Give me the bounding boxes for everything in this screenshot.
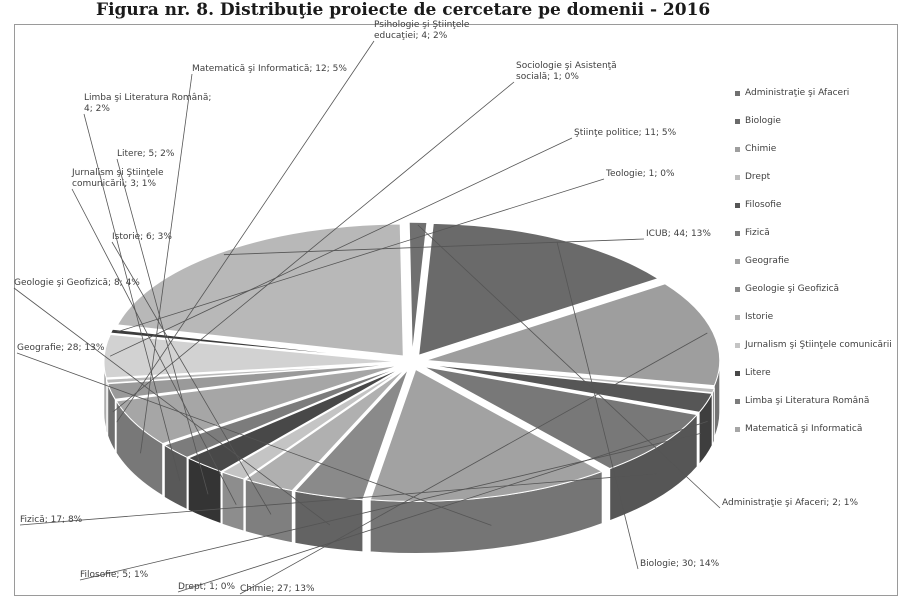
data-label-teologie: Teologie; 1; 0%: [605, 169, 675, 179]
pie-slice-fizica: [423, 366, 699, 470]
legend-swatch: [735, 399, 740, 404]
leader-line-drept: [177, 421, 708, 593]
legend-swatch: [735, 259, 740, 264]
leader-line-istorie: [111, 241, 272, 515]
legend-swatch: [735, 119, 740, 124]
pie-side-jurnalism-si-stiintele-comunicarii: [221, 471, 245, 532]
legend-item-filosofie: Filosofie: [735, 200, 903, 228]
legend-item-geologie-si-geofizica: Geologie şi Geofizică: [735, 284, 903, 312]
legend-label: Litere: [745, 368, 771, 378]
legend-label: Istorie: [745, 312, 774, 322]
data-label-filosofie: Filosofie; 5; 1%: [80, 570, 149, 580]
leader-line-filosofie: [79, 433, 701, 581]
leader-line-fizica: [19, 473, 657, 526]
legend-swatch: [735, 91, 740, 96]
data-label-biologie: Biologie; 30; 14%: [640, 559, 720, 569]
leader-line-stiinte-politice: [109, 137, 573, 357]
legend-item-fizica: Fizică: [735, 228, 903, 256]
legend-item-matematica-si-informatica: Matematică şi Informatică: [735, 424, 903, 452]
leader-line-geologie-si-geofizica: [13, 287, 331, 526]
legend-label: Geologie şi Geofizică: [745, 284, 840, 294]
pie-slice-matematica-si-informatica: [115, 364, 400, 445]
data-label-drept: Drept; 1; 0%: [178, 582, 235, 592]
legend-label: Drept: [745, 172, 771, 182]
pie-slice-geologie-si-geofizica: [294, 369, 409, 501]
data-label-chimie: Chimie; 27; 13%: [240, 584, 315, 594]
chart-title: Figura nr. 8. Distribuţie proiecte de ce…: [96, 0, 711, 20]
legend-swatch: [735, 203, 740, 208]
leader-line-administratie-si-afaceri: [417, 224, 721, 509]
legend-item-administratie-si-afaceri: Administraţie şi Afaceri: [735, 88, 903, 116]
data-label-geografie: Geografie; 28; 13%: [17, 343, 105, 353]
data-label-psihologie-si-stiintele-educatiei: Psihologie şi Ştiinţele educaţiei; 4; 2%: [374, 20, 470, 41]
leader-line-geografie: [16, 352, 492, 526]
pie-slice-limba-si-literatura-romana: [163, 366, 402, 458]
data-label-fizica: Fizică; 17; 8%: [20, 515, 83, 525]
data-label-istorie: Istorie; 6; 3%: [112, 232, 172, 242]
legend-item-litere: Litere: [735, 368, 903, 396]
chart-legend: Administraţie şi Afaceri Biologie Chimie Dr…: [735, 88, 903, 452]
legend-swatch: [735, 287, 740, 292]
data-label-stiinte-politice: Ştiinţe politice; 11; 5%: [574, 128, 677, 138]
leader-line-icub: [223, 238, 645, 256]
legend-swatch: [735, 147, 740, 152]
leader-line-biologie: [556, 241, 639, 570]
legend-label: Fizică: [745, 228, 770, 238]
pie-slice-geografie: [369, 368, 604, 502]
legend-item-biologie: Biologie: [735, 116, 903, 144]
pie-slice-sociologie-si-asistenta-sociala: [105, 362, 399, 384]
legend-label: Geografie: [745, 256, 790, 266]
legend-item-chimie: Chimie: [735, 144, 903, 172]
data-label-litere: Litere; 5; 2%: [117, 149, 175, 159]
leader-line-sociologie-si-asistenta-sociala: [112, 81, 515, 413]
data-label-limba-si-literatura-romana: Limba şi Literatura Română; 4; 2%: [84, 93, 211, 114]
legend-label: Limba şi Literatura Română: [745, 396, 870, 406]
pie-slice-drept: [425, 363, 716, 394]
data-label-icub: ICUB; 44; 13%: [646, 229, 711, 239]
pie-slice-litere: [187, 367, 403, 473]
legend-label: Chimie: [745, 144, 777, 154]
legend-swatch: [735, 343, 740, 348]
legend-label: Jurnalism şi Ştiinţele comunicării: [745, 340, 892, 350]
pie-slice-teologie: [109, 328, 399, 361]
pie-slice-administratie-si-afaceri: [408, 221, 428, 355]
pie-slice-psihologie-si-stiintele-educatiei: [107, 363, 399, 400]
legend-swatch: [735, 315, 740, 320]
data-label-administratie-si-afaceri: Administraţie şi Afaceri; 2; 1%: [722, 498, 859, 508]
legend-item-geografie: Geografie: [735, 256, 903, 284]
pie-side-drept: [712, 388, 715, 445]
data-label-sociologie-si-asistenta-sociala: Sociologie şi Asistenţă socială; 1; 0%: [516, 61, 617, 82]
legend-swatch: [735, 231, 740, 236]
legend-swatch: [735, 175, 740, 180]
pie-slice-filosofie: [425, 363, 713, 413]
pie-slice-istorie: [244, 368, 406, 492]
legend-item-drept: Drept: [735, 172, 903, 200]
data-label-geologie-si-geofizica: Geologie şi Geofizică; 8; 4%: [14, 278, 140, 288]
leader-line-chimie: [239, 332, 708, 595]
leader-line-limba-si-literatura-romana: [83, 113, 181, 482]
leader-line-psihologie-si-stiintele-educatiei: [116, 40, 375, 423]
leader-line-litere: [116, 158, 209, 495]
legend-item-jurnalism-si-stiintele-comunicarii: Jurnalism şi Ştiinţele comunicării: [735, 340, 903, 368]
pie-slice-icub: [116, 223, 404, 357]
legend-label: Biologie: [745, 116, 781, 126]
legend-label: Filosofie: [745, 200, 782, 210]
legend-item-istorie: Istorie: [735, 312, 903, 340]
chart-frame: [14, 24, 898, 596]
leader-line-jurnalism-si-stiintele-comunicarii: [71, 188, 237, 505]
legend-item-limba-si-literatura-romana: Limba şi Literatura Română: [735, 396, 903, 424]
legend-swatch: [735, 371, 740, 376]
data-label-jurnalism-si-stiintele-comunicarii: Jurnalism şi Ştiinţele comunicării; 3; 1%: [71, 168, 164, 189]
legend-swatch: [735, 427, 740, 432]
leader-line-teologie: [117, 178, 605, 333]
pie-slice-chimie: [425, 283, 721, 387]
pie-slice-jurnalism-si-stiintele-comunicarii: [221, 367, 405, 480]
legend-label: Matematică şi Informatică: [745, 424, 863, 434]
legend-label: Administraţie şi Afaceri: [745, 88, 850, 98]
leader-line-matematica-si-informatica: [140, 73, 193, 454]
data-label-matematica-si-informatica: Matematică şi Informatică; 12; 5%: [192, 64, 347, 74]
